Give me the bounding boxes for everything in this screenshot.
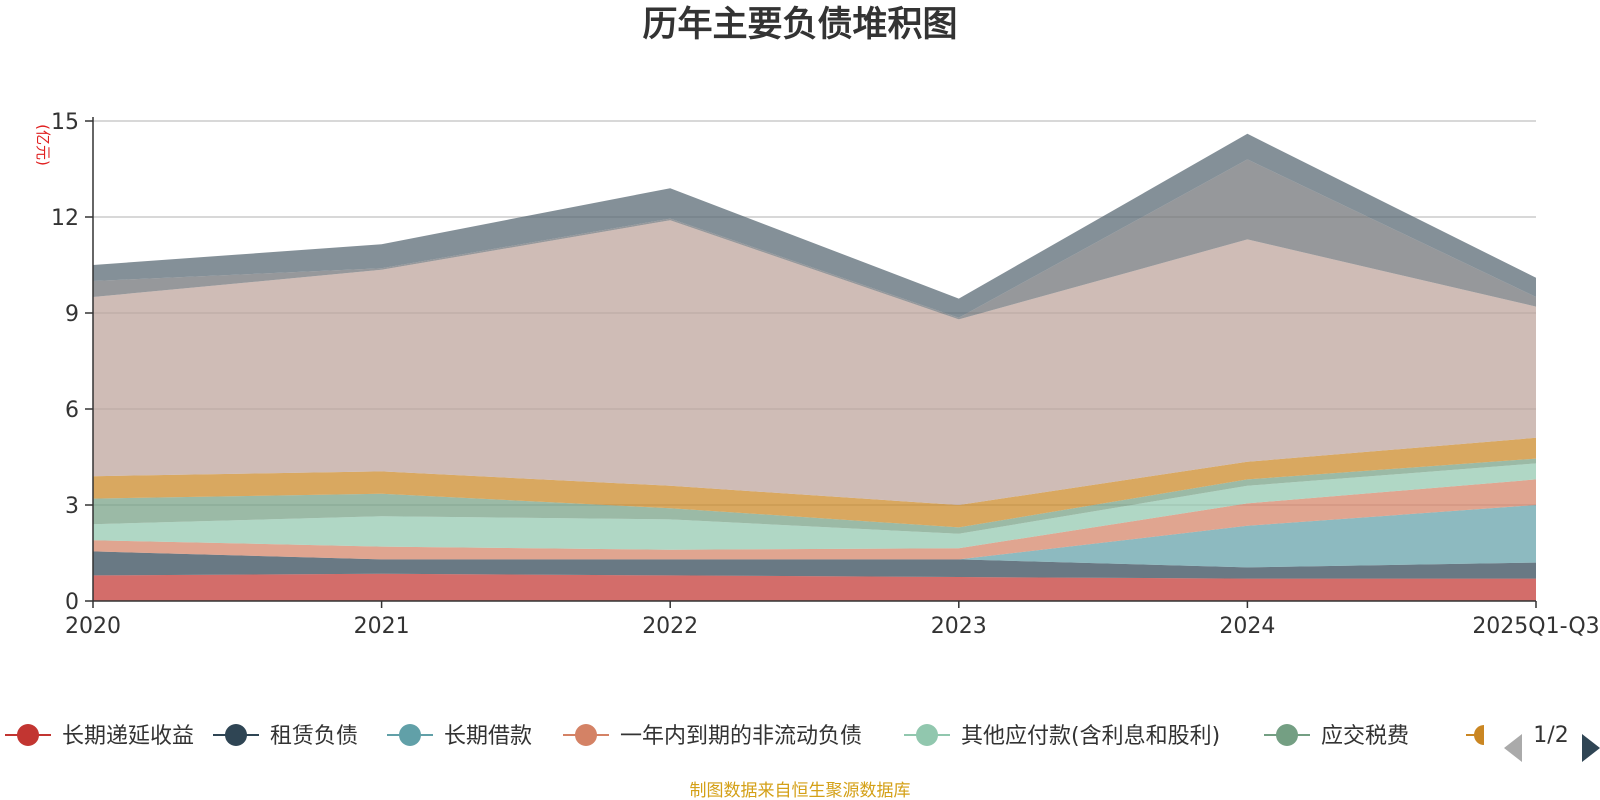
x-tick-label: 2021: [354, 614, 410, 639]
area-其他应付款(含利息和股利): [93, 463, 1536, 550]
x-tick-label: 2022: [642, 614, 698, 639]
area-租赁负债: [93, 551, 1536, 579]
y-axis-unit: (亿元): [34, 124, 52, 166]
legend-item[interactable]: 租赁负债: [213, 724, 358, 749]
legend-marker-icon: [225, 724, 247, 746]
legend-label: 租赁负债: [270, 724, 358, 749]
legend-marker-icon-partial: [1474, 725, 1484, 745]
x-tick-label: 2020: [65, 614, 121, 639]
x-tick-label: 2025Q1-Q3: [1472, 614, 1599, 639]
chart-title: 历年主要负债堆积图: [642, 5, 957, 45]
legend-marker-icon: [916, 724, 938, 746]
x-tick-label: 2024: [1219, 614, 1275, 639]
legend-item[interactable]: 应交税费: [1264, 724, 1409, 749]
x-tick-label: 2023: [931, 614, 987, 639]
area-应付票据: [93, 437, 1536, 528]
area-长期递延收益: [93, 573, 1536, 601]
axes: 0 3 6 9 12 15 2020 2021 2022 2023 2024 2025Q1-Q3: [51, 110, 1600, 639]
legend-item[interactable]: 一年内到期的非流动负债: [563, 724, 862, 749]
area-一年内到期的非流动负债: [93, 479, 1536, 560]
legend-item[interactable]: 长期递延收益: [5, 724, 194, 749]
area-应付账款: [93, 220, 1536, 505]
y-tick-label: 12: [51, 206, 79, 231]
legend-item[interactable]: 长期借款: [387, 724, 532, 749]
area-应交税费: [93, 458, 1536, 534]
legend-label: 其他应付款(含利息和股利): [961, 724, 1220, 749]
legend-item[interactable]: 其他应付款(含利息和股利): [904, 724, 1220, 749]
area-长期借款: [93, 505, 1536, 568]
legend-marker-icon: [1276, 724, 1298, 746]
legend-next-icon[interactable]: [1582, 734, 1600, 762]
legend-marker-icon: [17, 724, 39, 746]
y-tick-label: 3: [65, 494, 79, 519]
legend-label: 长期借款: [444, 724, 532, 749]
y-tick-label: 6: [65, 398, 79, 423]
legend-marker-icon: [399, 724, 421, 746]
legend-prev-icon[interactable]: [1504, 734, 1522, 762]
data-source-note: 制图数据来自恒生聚源数据库: [690, 781, 911, 800]
area-短期借款: [93, 133, 1536, 318]
legend-pager: 1/2: [1504, 723, 1600, 762]
legend-page-indicator: 1/2: [1533, 723, 1568, 748]
area-series: [93, 133, 1536, 601]
legend-label: 一年内到期的非流动负债: [620, 724, 862, 749]
legend: 长期递延收益 租赁负债 长期借款 一年内到期的非流动负债 其他应付款(含利息和股利) 应交…: [5, 724, 1484, 749]
legend-label: 应交税费: [1321, 724, 1409, 749]
legend-marker-icon: [575, 724, 597, 746]
y-tick-label: 9: [65, 302, 79, 327]
y-tick-label: 0: [65, 590, 79, 615]
y-tick-label: 15: [51, 110, 79, 135]
area-合同负债: [93, 159, 1536, 320]
legend-label: 长期递延收益: [62, 724, 194, 749]
